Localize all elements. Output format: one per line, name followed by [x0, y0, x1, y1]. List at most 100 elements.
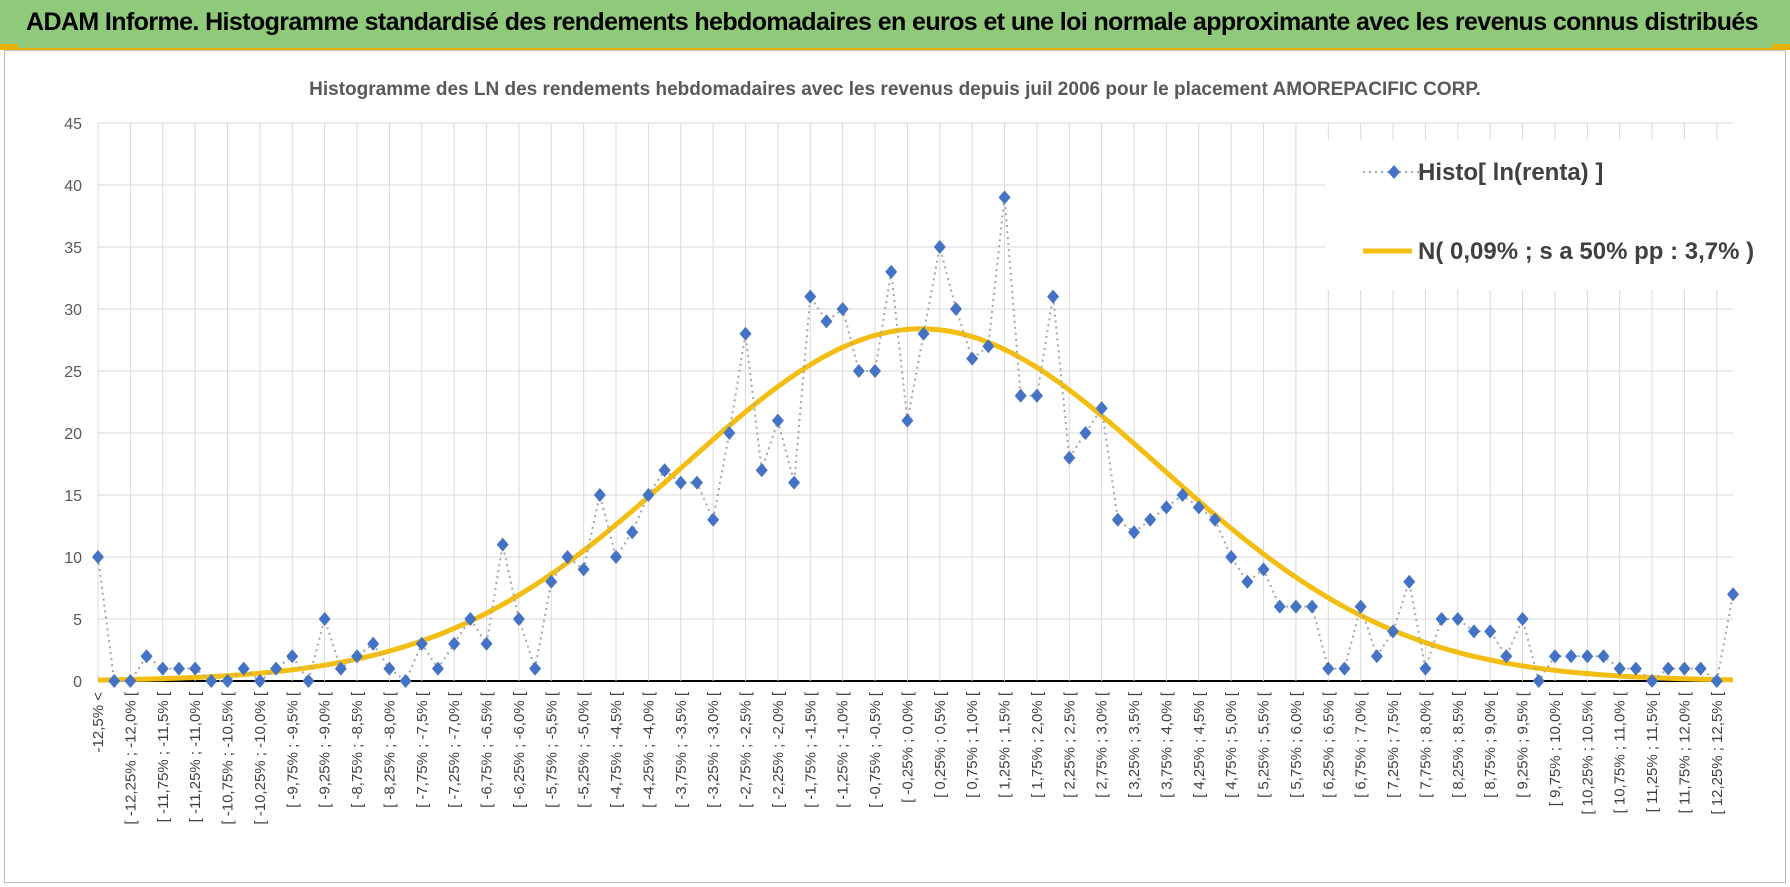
histogram-point: [124, 674, 137, 688]
x-category-label: [ -1,75% ; -1,5% [: [802, 691, 819, 808]
histogram-point: [253, 674, 266, 688]
histogram-point: [1662, 661, 1675, 676]
histogram-point: [92, 550, 104, 564]
x-category-label: [ -3,75% ; -3,5% [: [673, 691, 690, 808]
histogram-point: [1192, 500, 1205, 515]
histogram-point: [1387, 624, 1400, 639]
histogram-point: [982, 339, 995, 354]
histogram-point: [933, 240, 946, 254]
histogram-point: [1694, 661, 1707, 676]
y-tick-label: 35: [64, 240, 82, 257]
x-category-label: [ -8,75% ; -8,5% [: [349, 691, 366, 808]
x-category-label: [ 0,75% ; 1,0% [: [964, 691, 981, 798]
x-category-label: [ -2,75% ; -2,5% [: [738, 691, 755, 808]
histogram-point: [1467, 624, 1480, 639]
x-category-label: [ 5,75% ; 6,0% [: [1288, 691, 1305, 798]
chart-title: Histogramme des LN des rendements hebdom…: [309, 79, 1481, 100]
histogram-point: [1128, 525, 1141, 540]
histogram-point: [966, 351, 979, 366]
y-tick-label: 25: [64, 364, 82, 381]
histogram-point: [545, 574, 558, 589]
histogram-point: [1079, 426, 1092, 440]
x-category-label: [ 1,75% ; 2,0% [: [1029, 691, 1046, 798]
banner-accent-right: [1772, 44, 1790, 49]
histogram-point: [334, 661, 347, 676]
x-category-label: -12,5% <: [90, 692, 107, 753]
x-category-label: [ -7,75% ; -7,5% [: [414, 691, 431, 808]
histogram-series: [92, 190, 1739, 688]
histogram-point: [723, 426, 736, 440]
histogram-point: [512, 612, 525, 626]
histogram-point: [626, 525, 639, 540]
histogram-point: [771, 413, 784, 428]
x-category-label: [ 2,75% ; 3,0% [: [1094, 691, 1111, 798]
x-category-label: [ 0,25% ; 0,5% [: [932, 691, 949, 798]
histogram-point: [1014, 388, 1027, 403]
histogram-point: [1306, 599, 1319, 614]
y-tick-label: 30: [64, 302, 82, 319]
histogram-point: [367, 636, 380, 651]
y-tick-label: 15: [64, 488, 82, 505]
y-tick-label: 10: [64, 550, 82, 567]
normal-curve-series: [98, 326, 1734, 683]
histogram-point: [561, 550, 574, 564]
x-category-label: [ -1,25% ; -1,0% [: [835, 691, 852, 808]
histogram-point: [1208, 512, 1221, 527]
histogram-point: [1289, 599, 1302, 614]
histogram-point: [431, 661, 444, 676]
x-category-label: [ -3,25% ; -3,0% [: [705, 691, 722, 808]
x-category-label: [ 2,25% ; 2,5% [: [1061, 691, 1078, 798]
histogram-point: [1613, 661, 1626, 676]
histogram-point: [610, 550, 623, 564]
x-category-label: [ 1,25% ; 1,5% [: [997, 691, 1014, 798]
y-tick-label: 5: [73, 612, 82, 629]
histogram-point: [318, 612, 331, 626]
histogram-point: [1516, 612, 1529, 626]
histogram-point: [1727, 587, 1739, 602]
legend-histo-marker: [1388, 165, 1400, 179]
x-category-label: [ -6,25% ; -6,0% [: [511, 691, 528, 808]
y-tick-label: 20: [64, 426, 82, 443]
histogram-point: [1095, 401, 1108, 416]
histogram-point: [1629, 661, 1642, 676]
x-category-label: [ -8,25% ; -8,0% [: [381, 691, 398, 808]
histogram-point: [1548, 649, 1561, 664]
banner-accent-left: [0, 44, 18, 49]
x-category-label: [ 12,25% ; 12,5% [: [1709, 691, 1726, 814]
histogram-point: [885, 264, 898, 279]
histogram-point: [529, 661, 542, 676]
x-category-label: [ 8,75% ; 9,0% [: [1482, 691, 1499, 798]
histogram-point: [464, 612, 477, 626]
x-category-label: [ 3,25% ; 3,5% [: [1126, 691, 1143, 798]
histogram-point: [707, 512, 720, 527]
x-axis-categories: -12,5% < [ -12,25% ; -12,0% [ [ -11,75% ; …: [90, 691, 1726, 824]
histogram-point: [189, 661, 202, 676]
x-category-label: [ 7,25% ; 7,5% [: [1385, 691, 1402, 798]
histogram-point: [399, 674, 412, 688]
x-category-label: [ 4,25% ; 4,5% [: [1191, 691, 1208, 798]
histogram-point: [1322, 661, 1335, 676]
histogram-point: [1565, 649, 1578, 664]
x-category-label: [ -11,25% ; -11,0% [: [187, 691, 204, 822]
y-tick-label: 45: [64, 116, 82, 133]
x-category-label: [ 11,75% ; 12,0% [: [1676, 691, 1693, 813]
histogram-point: [108, 674, 121, 688]
x-category-label: [ -12,25% ; -12,0% [: [122, 691, 139, 824]
histogram-point: [852, 364, 865, 378]
histogram-point: [237, 661, 250, 676]
histogram-point: [1710, 674, 1723, 688]
histogram-point: [1597, 649, 1610, 664]
histogram-point: [1678, 661, 1691, 676]
x-category-label: [ -11,75% ; -11,5% [: [155, 691, 172, 822]
histogram-point: [496, 537, 509, 552]
histogram-point: [1111, 512, 1124, 527]
histogram-point: [1241, 574, 1254, 589]
x-category-label: [ -6,75% ; -6,5% [: [479, 691, 496, 808]
x-category-label: [ -4,75% ; -4,5% [: [608, 691, 625, 808]
histogram-point: [1354, 599, 1367, 614]
histogram-point: [1403, 574, 1416, 589]
histogram-point: [739, 326, 752, 341]
x-category-label: [ 7,75% ; 8,0% [: [1417, 691, 1434, 798]
histogram-point: [480, 636, 493, 651]
histogram-point: [270, 661, 283, 676]
